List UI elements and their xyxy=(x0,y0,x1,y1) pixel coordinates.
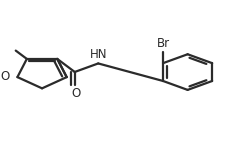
Text: O: O xyxy=(1,70,10,83)
Text: Br: Br xyxy=(156,37,169,50)
Text: HN: HN xyxy=(89,48,107,61)
Text: O: O xyxy=(71,87,80,100)
